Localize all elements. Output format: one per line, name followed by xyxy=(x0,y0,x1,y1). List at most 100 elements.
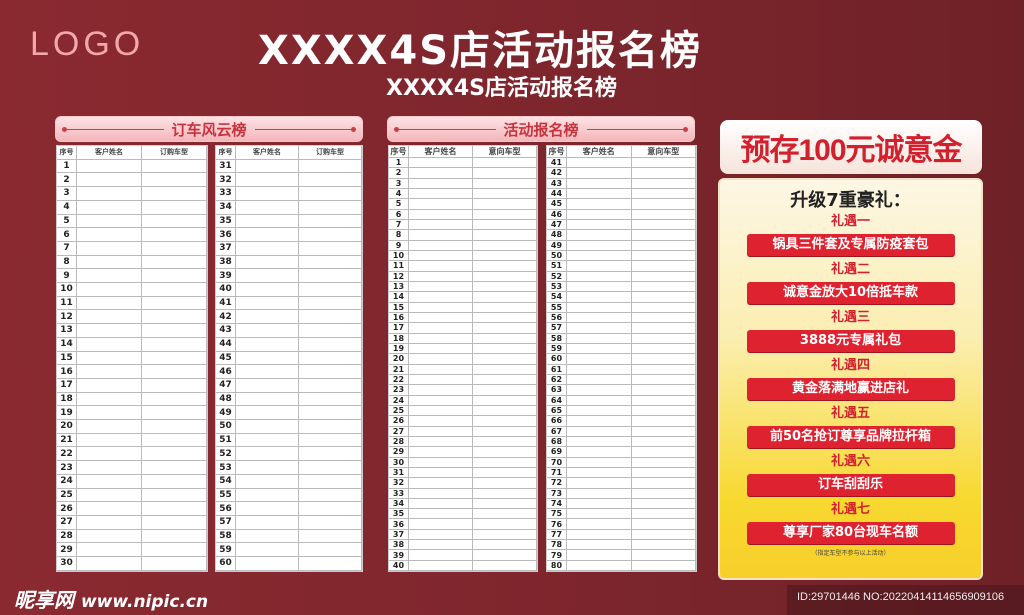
row-number: 50 xyxy=(216,420,236,433)
table-row: 77 xyxy=(547,529,696,541)
row-number: 18 xyxy=(389,333,409,343)
table-row: 24 xyxy=(389,395,537,406)
blank-cell xyxy=(77,474,142,488)
blank-cell xyxy=(77,461,142,474)
blank-cell xyxy=(473,405,537,416)
blank-cell xyxy=(236,214,299,228)
blank-cell xyxy=(632,519,696,529)
row-number: 37 xyxy=(389,529,409,540)
blank-cell xyxy=(473,426,537,436)
row-number: 64 xyxy=(547,395,567,405)
table-row: 6 xyxy=(389,209,537,220)
blank-cell xyxy=(299,502,362,515)
table-row: 30 xyxy=(389,457,537,468)
blank-cell xyxy=(299,214,362,228)
table-row: 33 xyxy=(389,488,537,499)
table-row: 56 xyxy=(216,502,362,516)
blank-cell xyxy=(473,168,537,178)
row-number: 12 xyxy=(389,271,409,281)
table-row: 3 xyxy=(57,187,207,201)
blank-cell xyxy=(236,515,299,529)
column-header: 意向车型 xyxy=(473,146,537,157)
blank-cell xyxy=(473,529,537,540)
table-row: 7 xyxy=(389,219,537,231)
table-row: 23 xyxy=(389,385,537,396)
table-row: 71 xyxy=(547,467,696,479)
blank-cell xyxy=(567,333,632,343)
blank-cell xyxy=(299,529,362,543)
blank-cell xyxy=(632,199,696,209)
blank-cell xyxy=(473,333,537,343)
blank-cell xyxy=(142,420,207,433)
blank-cell xyxy=(77,406,142,420)
blank-cell xyxy=(142,392,207,406)
blank-cell xyxy=(473,395,537,405)
blank-cell xyxy=(473,158,537,168)
table-row: 17 xyxy=(57,378,207,393)
blank-cell xyxy=(632,240,696,250)
gift-item: 诚意金放大10倍抵车款 xyxy=(746,282,955,304)
row-number: 13 xyxy=(57,324,77,337)
column-header: 订购车型 xyxy=(142,146,207,159)
blank-cell xyxy=(473,447,537,457)
blank-cell xyxy=(567,488,632,498)
blank-cell xyxy=(236,187,299,200)
column-header: 客户姓名 xyxy=(236,146,299,159)
order-ranking-section: 订车风云榜 xyxy=(55,116,363,142)
blank-cell xyxy=(409,240,473,250)
blank-cell xyxy=(632,168,696,178)
table-row: 22 xyxy=(389,374,537,386)
blank-cell xyxy=(77,378,142,392)
table-row: 35 xyxy=(389,509,537,520)
blank-cell xyxy=(236,392,299,406)
blank-cell xyxy=(567,178,632,188)
table-row: 27 xyxy=(57,515,207,530)
table-row: 34 xyxy=(389,498,537,510)
row-number: 36 xyxy=(216,228,236,241)
blank-cell xyxy=(236,543,299,557)
watermark-url: www.nipic.cn xyxy=(80,592,209,612)
blank-cell xyxy=(473,436,537,447)
row-number: 22 xyxy=(57,447,77,461)
table-row: 59 xyxy=(547,343,696,355)
blank-cell xyxy=(632,405,696,416)
blank-cell xyxy=(473,374,537,385)
blank-cell xyxy=(236,241,299,255)
blank-cell xyxy=(473,457,537,467)
blank-cell xyxy=(77,173,142,187)
row-number: 47 xyxy=(547,219,567,230)
table-row: 6 xyxy=(57,228,207,242)
table-row: 64 xyxy=(547,395,696,406)
blank-cell xyxy=(77,502,142,515)
row-number: 45 xyxy=(547,199,567,209)
row-number: 4 xyxy=(57,200,77,214)
blank-cell xyxy=(473,540,537,550)
row-number: 21 xyxy=(389,364,409,374)
table-row: 21 xyxy=(57,433,207,448)
blank-cell xyxy=(142,433,207,447)
blank-cell xyxy=(236,269,299,283)
blank-cell xyxy=(567,395,632,405)
column-header: 客户姓名 xyxy=(77,146,142,159)
blank-cell xyxy=(632,478,696,488)
row-number: 68 xyxy=(547,436,567,447)
row-number: 53 xyxy=(547,281,567,292)
table-row: 5 xyxy=(57,214,207,229)
row-number: 54 xyxy=(216,474,236,488)
row-number: 26 xyxy=(57,502,77,515)
blank-cell xyxy=(142,269,207,283)
gift-note: （指定车型不参与以上活动） xyxy=(811,550,890,557)
blank-cell xyxy=(409,333,473,343)
table-row: 41 xyxy=(216,296,362,311)
row-number: 29 xyxy=(389,447,409,457)
table-row: 15 xyxy=(57,351,207,366)
row-number: 41 xyxy=(547,158,567,168)
blank-cell xyxy=(632,447,696,457)
blank-cell xyxy=(567,426,632,436)
blank-cell xyxy=(299,406,362,420)
gift-panel: 升级7重豪礼： 礼遇一 锅具三件套及专属防疫套包 礼遇二 诚意金放大10倍抵车款 礼遇三… xyxy=(718,178,983,580)
blank-cell xyxy=(473,416,537,426)
blank-cell xyxy=(567,292,632,302)
blank-cell xyxy=(473,509,537,519)
gift-item: 锅具三件套及专属防疫套包 xyxy=(746,234,955,256)
